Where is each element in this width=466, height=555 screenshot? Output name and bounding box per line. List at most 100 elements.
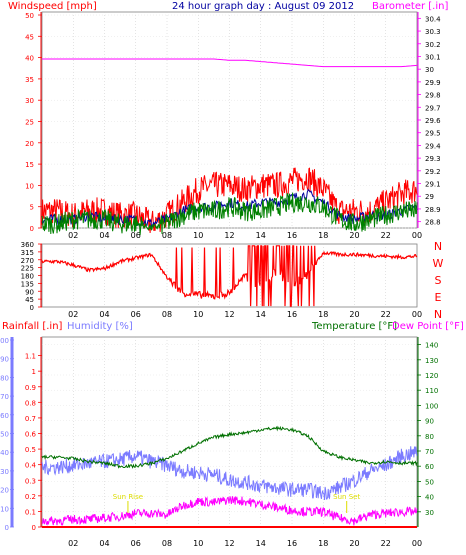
rainfall-tick-label: 0.3 (25, 477, 36, 485)
x-tick-label: 20 (349, 310, 359, 319)
x-tick-label: 18 (318, 539, 328, 548)
windspeed-tick-label: 10 (25, 182, 34, 190)
humidity-tick-label: 40 (0, 449, 9, 457)
compass-letter: E (435, 291, 442, 304)
x-tick-label: 16 (287, 310, 297, 319)
series-temperature-line (41, 425, 418, 469)
sunrise-label: Sun Rise (113, 493, 143, 501)
x-tick-label: 10 (193, 231, 203, 240)
x-tick-label: 14 (256, 231, 266, 240)
barometer-tick-label: 28.9 (425, 206, 441, 214)
x-tick-label: 14 (256, 310, 266, 319)
x-tick-label: 00 (412, 310, 422, 319)
temperature-tick-label: 130 (425, 357, 438, 365)
x-tick-label: 08 (162, 539, 172, 548)
windspeed-tick-label: 45 (25, 33, 34, 41)
rainfall-tick-label: 0.5 (25, 446, 36, 454)
barometer-axis-title: Barometer [.in] (372, 1, 449, 12)
rainfall-tick-label: 1.1 (25, 353, 36, 361)
x-tick-label: 02 (68, 310, 78, 319)
x-tick-label: 14 (256, 539, 266, 548)
temperature-tick-label: 90 (425, 418, 434, 426)
x-tick-label: 22 (381, 231, 391, 240)
rainfall-axis-title: Rainfall [.in] (2, 321, 63, 332)
barometer-tick-label: 30.2 (425, 41, 441, 49)
temperature-tick-label: 30 (425, 509, 434, 517)
humidity-tick-label: 60 (0, 412, 9, 420)
x-tick-label: 06 (131, 539, 141, 548)
temperature-tick-label: 60 (425, 463, 434, 471)
temperature-axis-title: Temperature [°F] (312, 321, 398, 332)
series-avg-wind-line (41, 192, 418, 236)
windspeed-tick-label: 35 (25, 76, 34, 84)
barometer-tick-label: 30.4 (425, 15, 441, 23)
direction-tick-label: 90 (25, 288, 34, 296)
rainfall-tick-label: 0.4 (25, 462, 37, 470)
windspeed-tick-label: 20 (25, 140, 34, 148)
compass-letter: S (435, 274, 442, 287)
windspeed-tick-label: 25 (25, 119, 34, 127)
x-tick-label: 16 (287, 539, 297, 548)
series-dewpoint-line (41, 496, 418, 526)
series-barometer-line (42, 58, 418, 68)
x-tick-label: 20 (349, 539, 359, 548)
x-tick-label: 10 (193, 539, 203, 548)
windspeed-axis-title: Windspeed [mph] (8, 1, 97, 12)
barometer-tick-label: 28.8 (425, 219, 441, 227)
x-tick-label: 22 (381, 310, 391, 319)
x-tick-label: 08 (162, 310, 172, 319)
x-tick-label: 10 (193, 310, 203, 319)
humidity-tick-label: 70 (0, 393, 9, 401)
temperature-tick-label: 70 (425, 448, 434, 456)
humidity-tick-label: 0 (5, 524, 9, 532)
humidity-axis-title: Humidity [%] (67, 321, 133, 332)
temperature-tick-label: 40 (425, 494, 434, 502)
chart-title: 24 hour graph day : August 09 2012 (172, 1, 355, 12)
direction-tick-label: 360 (21, 241, 34, 249)
rainfall-tick-label: 0.2 (25, 493, 36, 501)
direction-tick-label: 180 (21, 273, 34, 281)
direction-tick-label: 45 (25, 296, 34, 304)
barometer-tick-label: 29.7 (425, 104, 441, 112)
barometer-tick-label: 29.5 (425, 130, 441, 138)
x-tick-label: 16 (287, 231, 297, 240)
rainfall-tick-label: 0.8 (25, 399, 36, 407)
windspeed-tick-label: 0 (30, 225, 34, 233)
windspeed-tick-label: 5 (30, 204, 34, 212)
compass-letter: W (433, 257, 444, 270)
temperature-tick-label: 140 (425, 342, 438, 350)
x-tick-label: 12 (224, 539, 234, 548)
humidity-tick-label: 10 (0, 505, 9, 513)
direction-tick-label: 270 (21, 257, 34, 265)
sunset-label: Sun Set (333, 493, 360, 501)
x-tick-label: 12 (224, 231, 234, 240)
windspeed-tick-label: 40 (25, 55, 34, 63)
barometer-tick-label: 29.6 (425, 117, 441, 125)
rainfall-tick-label: 0 (32, 524, 36, 532)
rainfall-tick-label: 0.1 (25, 508, 36, 516)
series-humidity-line (41, 446, 418, 501)
x-tick-label: 04 (99, 539, 109, 548)
x-tick-label: 06 (131, 231, 141, 240)
rainfall-tick-label: 1 (32, 368, 36, 376)
temperature-tick-label: 110 (425, 387, 438, 395)
humidity-tick-label: 50 (0, 431, 9, 439)
direction-tick-label: 135 (21, 280, 34, 288)
x-tick-label: 02 (68, 539, 78, 548)
barometer-tick-label: 30.3 (425, 28, 441, 36)
barometer-tick-label: 29 (425, 193, 434, 201)
direction-tick-label: 0 (30, 304, 34, 312)
compass-letter: N (434, 240, 442, 253)
x-tick-label: 00 (412, 231, 422, 240)
temperature-tick-label: 100 (425, 402, 438, 410)
humidity-tick-label: 80 (0, 374, 9, 382)
barometer-tick-label: 29.2 (425, 168, 441, 176)
humidity-tick-label: 100 (0, 337, 9, 345)
rainfall-tick-label: 0.7 (25, 415, 36, 423)
x-tick-label: 02 (68, 231, 78, 240)
barometer-tick-label: 29.4 (425, 142, 441, 150)
rainfall-tick-label: 0.6 (25, 431, 37, 439)
barometer-tick-label: 30 (425, 66, 434, 74)
